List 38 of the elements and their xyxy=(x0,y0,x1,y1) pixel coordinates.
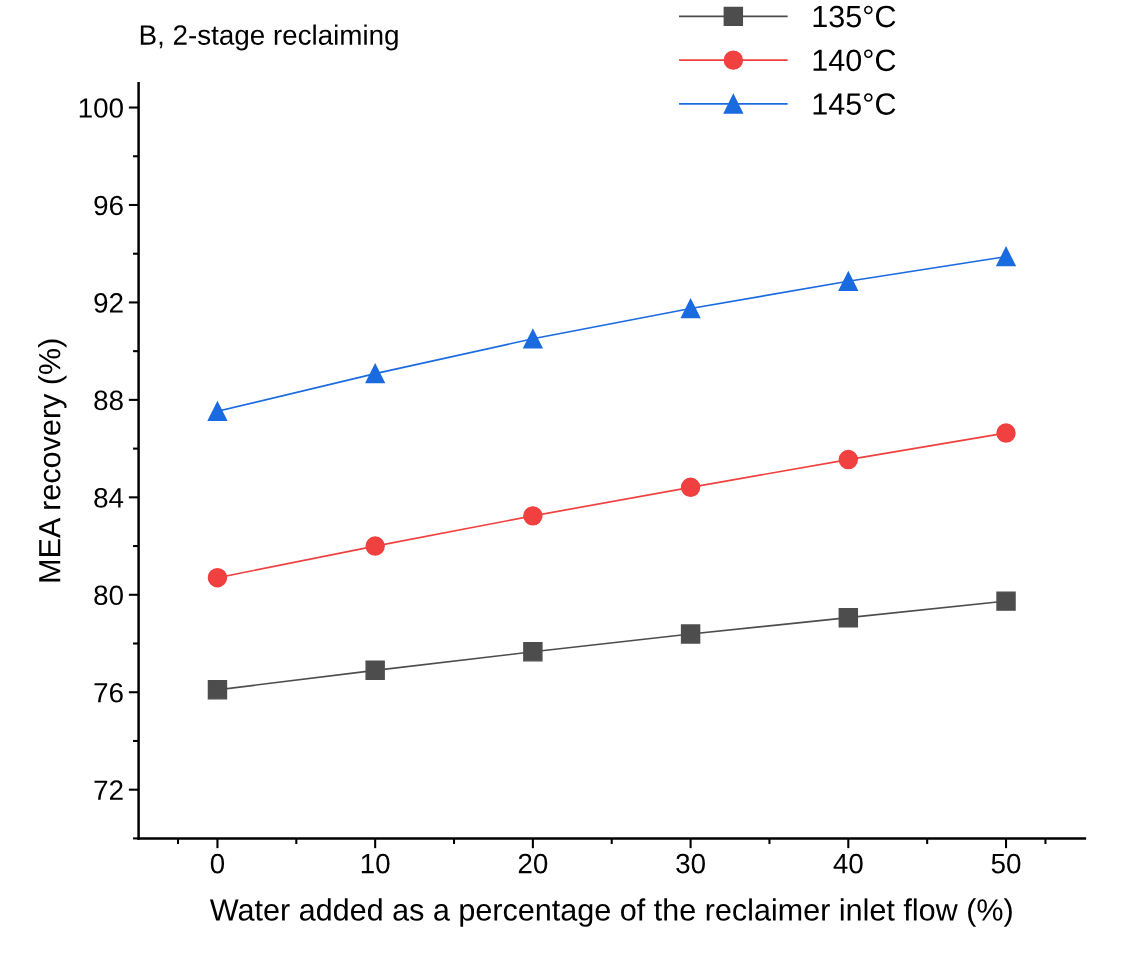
y-tick-label: 92 xyxy=(94,293,123,313)
point xyxy=(523,329,543,349)
x-tick-label: 50 xyxy=(991,853,1021,874)
y-tick-label: 88 xyxy=(94,390,123,411)
point xyxy=(207,568,228,588)
x-axis-title: Water added as a percentage of the reclaimer inlet flow (%) xyxy=(209,898,1012,927)
y-tick-label: 80 xyxy=(94,585,123,606)
point xyxy=(838,607,859,628)
y-tick-label: 100 xyxy=(79,98,123,118)
point xyxy=(996,591,1016,611)
point xyxy=(365,363,385,384)
point xyxy=(207,680,228,700)
x-tick-label: 40 xyxy=(833,853,863,874)
point xyxy=(680,624,701,644)
point xyxy=(523,642,543,662)
point xyxy=(680,298,701,319)
y-axis-title: MEA recovery (%) xyxy=(38,339,67,582)
point xyxy=(365,536,385,556)
y-tick-label: 96 xyxy=(94,195,123,216)
point xyxy=(523,506,543,526)
legend-label: 140°C xyxy=(813,49,896,72)
point xyxy=(838,271,859,291)
point xyxy=(996,423,1016,443)
y-tick-label: 84 xyxy=(94,488,124,508)
legend-label: 145°C xyxy=(813,93,896,115)
legend-label: 135°C xyxy=(813,5,896,28)
y-tick-label: 72 xyxy=(94,780,123,800)
x-tick-label: 30 xyxy=(676,853,705,874)
x-tick-label: 10 xyxy=(361,853,390,874)
point xyxy=(680,477,701,498)
y-tick-label: 76 xyxy=(94,682,123,703)
point xyxy=(365,660,385,681)
point xyxy=(838,449,859,470)
x-tick-label: 20 xyxy=(518,853,548,874)
point xyxy=(207,401,228,422)
chart-title: B, 2-stage reclaiming xyxy=(140,24,398,51)
x-tick-label: 0 xyxy=(210,853,225,874)
point xyxy=(996,246,1016,267)
